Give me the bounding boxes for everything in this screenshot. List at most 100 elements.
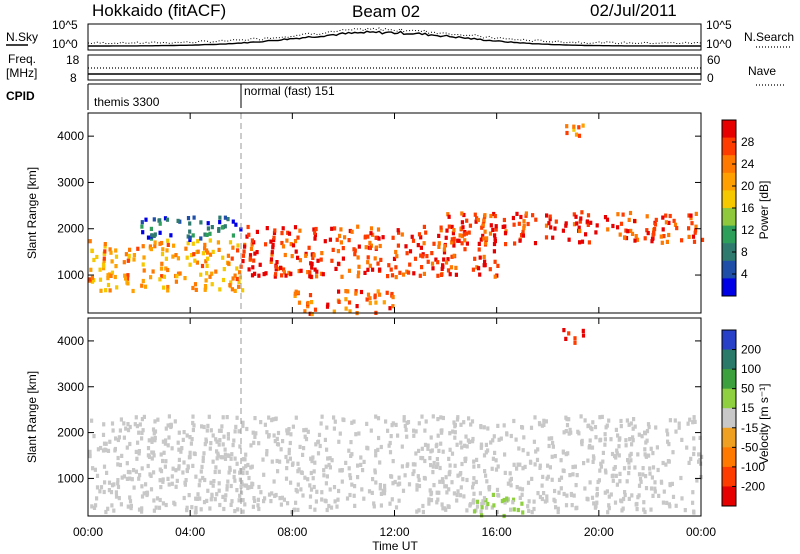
velocity-cell <box>163 464 167 469</box>
velocity-cell <box>147 454 152 459</box>
velocity-cell <box>153 419 157 424</box>
velocity-cell <box>122 435 126 440</box>
power-cell <box>442 257 446 262</box>
freq-tick-top: 18 <box>66 53 80 67</box>
power-cell <box>366 292 371 297</box>
velocity-cell <box>220 424 224 429</box>
velocity-cell <box>323 437 327 442</box>
velocity-cell <box>547 436 551 441</box>
velocity-cell <box>370 490 374 495</box>
velocity-cell <box>515 466 519 471</box>
velocity-cell <box>414 429 418 434</box>
power-cell <box>413 256 418 261</box>
velocity-cell <box>683 508 687 513</box>
velocity-cell <box>440 430 444 435</box>
power-cell <box>633 218 637 224</box>
velocity-cell <box>429 435 433 440</box>
power-cell <box>376 289 380 294</box>
power-cell <box>229 280 233 285</box>
velocity-cell <box>393 479 397 485</box>
velocity-cell <box>486 501 490 507</box>
velocity-cell <box>133 422 137 427</box>
power-cell <box>158 230 162 235</box>
velocity-cell <box>592 501 596 506</box>
power-cell <box>661 227 665 232</box>
power-cell <box>492 241 497 247</box>
power-cell <box>481 233 485 238</box>
power-cell <box>165 217 170 222</box>
velocity-cell <box>533 462 537 467</box>
velocity-cell <box>211 433 215 438</box>
velocity-cell <box>365 445 369 450</box>
velocity-cell <box>494 458 498 463</box>
power-cell <box>518 238 522 243</box>
velocity-cell <box>98 489 102 494</box>
velocity-cell <box>332 485 337 490</box>
velocity-cell <box>200 424 204 429</box>
velocity-cell <box>571 472 575 477</box>
power-cell <box>434 257 438 262</box>
power-cell <box>196 249 200 254</box>
velocity-cell <box>430 448 434 453</box>
velocity-cell <box>140 494 145 499</box>
velocity-colorbar-swatch <box>722 408 736 429</box>
velocity-cell <box>114 494 119 499</box>
velocity-cell <box>496 423 500 428</box>
power-cell <box>460 234 464 239</box>
velocity-cell <box>631 438 635 443</box>
velocity-cell <box>391 459 395 464</box>
velocity-cell <box>241 470 245 476</box>
velocity-cell <box>233 509 237 514</box>
power-cell <box>223 215 227 220</box>
power-cell <box>293 239 298 244</box>
freq-nave-panel: Freq. [MHz] 18 8 60 0 Nave <box>6 52 784 86</box>
power-cell <box>206 256 210 261</box>
velocity-cell <box>161 477 165 482</box>
power-cell <box>175 274 179 279</box>
power-cell <box>667 232 671 238</box>
power-cell <box>347 300 352 305</box>
velocity-cell <box>588 480 592 485</box>
velocity-cell <box>391 481 395 486</box>
velocity-cell <box>223 452 227 457</box>
velocity-cell <box>316 439 321 444</box>
power-cell <box>442 250 447 255</box>
power-cell <box>151 269 155 274</box>
velocity-cell <box>177 466 181 471</box>
velocity-cell <box>607 506 611 511</box>
velocity-cell <box>338 431 342 436</box>
power-cell <box>450 224 454 229</box>
velocity-cell <box>150 456 154 461</box>
velocity-cell <box>259 490 263 495</box>
velocity-cell <box>374 449 378 454</box>
power-cell <box>312 253 316 258</box>
velocity-cell <box>104 509 108 515</box>
velocity-cell <box>440 477 445 482</box>
power-cell <box>589 220 593 225</box>
velocity-cell <box>487 487 491 492</box>
beam-title: Beam 02 <box>352 2 420 21</box>
velocity-cell <box>183 480 187 485</box>
velocity-cell <box>303 434 307 439</box>
power-cell <box>390 291 394 297</box>
power-cell <box>578 219 582 224</box>
velocity-cell <box>262 499 266 504</box>
power-cell <box>456 238 460 243</box>
power-cell <box>653 222 658 227</box>
velocity-cell <box>436 462 440 467</box>
velocity-cell <box>270 459 274 464</box>
nave-tick-bottom: 0 <box>707 71 714 85</box>
power-cell <box>146 235 151 240</box>
power-cell <box>249 246 254 251</box>
velocity-cell <box>631 435 635 440</box>
velocity-cell <box>333 499 337 504</box>
velocity-cell <box>677 425 681 430</box>
velocity-cell <box>655 445 659 450</box>
velocity-cell <box>671 450 675 455</box>
noise-sky-trace <box>88 30 701 47</box>
power-cell <box>166 288 170 293</box>
velocity-cell <box>566 451 570 456</box>
power-cell <box>247 232 251 237</box>
power-cell <box>273 228 277 233</box>
velocity-cell <box>435 442 439 447</box>
